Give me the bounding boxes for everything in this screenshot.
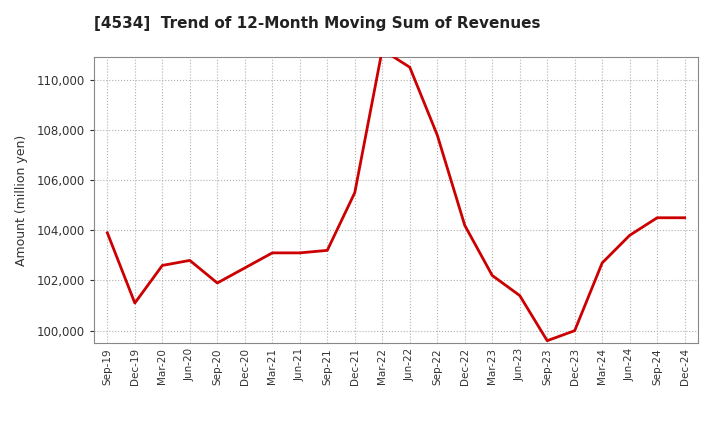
Y-axis label: Amount (million yen): Amount (million yen) [15, 135, 28, 266]
Text: [4534]  Trend of 12-Month Moving Sum of Revenues: [4534] Trend of 12-Month Moving Sum of R… [94, 16, 540, 31]
